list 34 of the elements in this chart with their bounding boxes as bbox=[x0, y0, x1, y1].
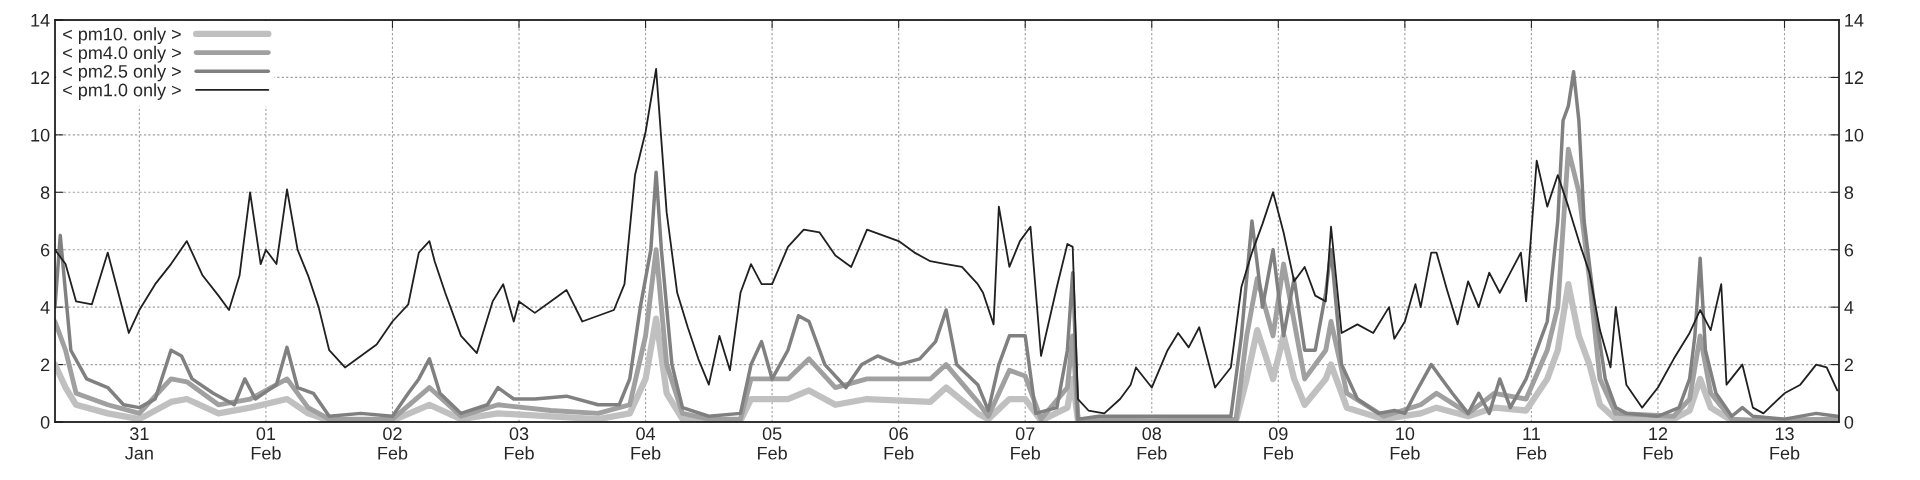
x-tick-label: 02 Feb bbox=[378, 427, 408, 460]
x-tick-label: 05 Feb bbox=[758, 427, 787, 460]
y-tick-label: 6 bbox=[41, 243, 50, 257]
y-tick-label: 10 bbox=[31, 128, 50, 142]
y2-tick-label: 8 bbox=[1844, 186, 1854, 200]
x-tick-label: 31 Jan bbox=[125, 427, 153, 460]
x-tick-label: 06 Feb bbox=[884, 427, 914, 460]
y2-tick-label: 14 bbox=[1845, 14, 1864, 27]
y2-tick-label: 2 bbox=[1844, 358, 1853, 372]
legend-label: < pm1.0 only > bbox=[63, 83, 181, 100]
x-tick-label: 08 Feb bbox=[1137, 427, 1167, 460]
x-tick-label: 03 Feb bbox=[504, 427, 534, 460]
x-tick-label: 04 Feb bbox=[631, 427, 661, 460]
y2-tick-label: 0 bbox=[1844, 415, 1854, 429]
x-tick-label: 10 Feb bbox=[1390, 427, 1420, 460]
x-tick-label: 13 Feb bbox=[1770, 427, 1800, 460]
y2-tick-label: 4 bbox=[1844, 301, 1854, 314]
y-tick-label: 8 bbox=[40, 186, 50, 200]
x-tick-label: 11 Feb bbox=[1517, 427, 1547, 460]
x-tick-label: 12 Feb bbox=[1643, 427, 1673, 460]
y2-tick-label: 6 bbox=[1844, 243, 1854, 257]
y2-tick-label: 10 bbox=[1845, 128, 1864, 142]
y-tick-label: 14 bbox=[31, 14, 50, 27]
y-tick-label: 0 bbox=[40, 415, 50, 429]
legend-label: < pm10. only > bbox=[63, 27, 181, 45]
y2-tick-label: 12 bbox=[1845, 71, 1864, 84]
x-tick-label: 09 Feb bbox=[1264, 427, 1294, 460]
y-tick-label: 4 bbox=[40, 301, 50, 314]
legend-label: < pm2.5 only > bbox=[63, 64, 181, 82]
y-tick-label: 12 bbox=[31, 71, 50, 84]
x-tick-label: 01 Feb bbox=[251, 427, 281, 460]
legend-label: < pm4.0 only > bbox=[63, 45, 181, 63]
x-tick-label: 07 Feb bbox=[1011, 427, 1041, 460]
y-tick-label: 2 bbox=[41, 358, 50, 372]
